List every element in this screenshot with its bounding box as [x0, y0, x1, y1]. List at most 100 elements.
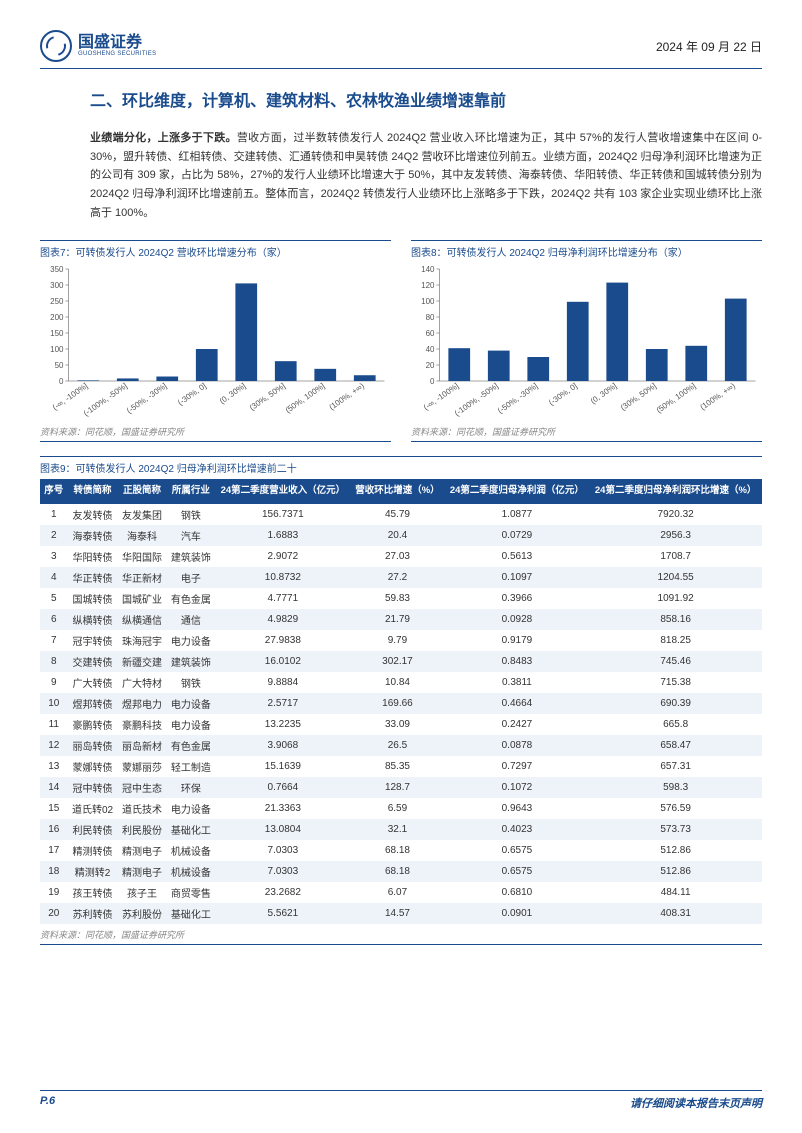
table9-col-4: 24第二季度营业收入（亿元）: [215, 479, 350, 503]
table-cell: 45.79: [350, 504, 444, 525]
table9-source: 资料来源：同花顺，国盛证券研究所: [40, 926, 762, 945]
table-cell: 利民股份: [118, 819, 167, 840]
table9-col-3: 所属行业: [166, 479, 215, 503]
table-cell: 广大转债: [68, 672, 118, 693]
table-cell: 21.3363: [215, 798, 350, 819]
table-row: 9广大转债广大特材钢铁9.888410.840.3811715.38: [40, 672, 762, 693]
table-cell: 华阳国际: [118, 546, 167, 567]
svg-text:0: 0: [59, 377, 64, 386]
table-row: 7冠宇转债珠海冠宇电力设备27.98389.790.9179818.25: [40, 630, 762, 651]
table-row: 18精测转2精测电子机械设备7.030368.180.6575512.86: [40, 861, 762, 882]
table-cell: 0.6575: [445, 861, 590, 882]
table-cell: 丽岛新材: [118, 735, 167, 756]
svg-text:(50%, 100%]: (50%, 100%]: [655, 382, 698, 416]
table-cell: 友发集团: [118, 504, 167, 525]
table-cell: 26.5: [350, 735, 444, 756]
table-cell: 0.1072: [445, 777, 590, 798]
table-cell: 2: [40, 525, 68, 546]
table-cell: 23.2682: [215, 882, 350, 903]
table-cell: 9.8884: [215, 672, 350, 693]
table-cell: 纵横转债: [68, 609, 118, 630]
table-cell: 煜邦转债: [68, 693, 118, 714]
table-cell: 576.59: [589, 798, 762, 819]
table-cell: 16.0102: [215, 651, 350, 672]
table-cell: 电子: [166, 567, 215, 588]
table-cell: 电力设备: [166, 714, 215, 735]
charts-row: 图表7：可转债发行人 2024Q2 营收环比增速分布（家） 0501001502…: [40, 240, 762, 452]
table-cell: 858.16: [589, 609, 762, 630]
table-cell: 169.66: [350, 693, 444, 714]
company-name-cn: 国盛证券: [78, 35, 156, 51]
table-cell: 0.3966: [445, 588, 590, 609]
table-cell: 484.11: [589, 882, 762, 903]
table-cell: 745.46: [589, 651, 762, 672]
report-date: 2024 年 09 月 22 日: [656, 38, 762, 55]
table-row: 3华阳转债华阳国际建筑装饰2.907227.030.56131708.7: [40, 546, 762, 567]
table-cell: 1204.55: [589, 567, 762, 588]
table-cell: 27.03: [350, 546, 444, 567]
table-cell: 冠中生态: [118, 777, 167, 798]
table-cell: 机械设备: [166, 840, 215, 861]
table-cell: 20: [40, 903, 68, 924]
svg-text:100: 100: [421, 297, 435, 306]
table-cell: 7: [40, 630, 68, 651]
table-cell: 国城转债: [68, 588, 118, 609]
chart7-svg: 050100150200250300350(-∞, -100%](-100%, …: [40, 263, 391, 423]
table-cell: 6.59: [350, 798, 444, 819]
table-cell: 轻工制造: [166, 756, 215, 777]
table-cell: 665.8: [589, 714, 762, 735]
table-cell: 1091.92: [589, 588, 762, 609]
table-cell: 新疆交建: [118, 651, 167, 672]
table-cell: 1: [40, 504, 68, 525]
table-cell: 通信: [166, 609, 215, 630]
table-row: 10煜邦转债煜邦电力电力设备2.5717169.660.4664690.39: [40, 693, 762, 714]
table-cell: 4.7771: [215, 588, 350, 609]
table9-col-1: 转债简称: [68, 479, 118, 503]
svg-text:250: 250: [50, 297, 64, 306]
table-cell: 0.0729: [445, 525, 590, 546]
svg-text:(0, 30%]: (0, 30%]: [218, 382, 248, 406]
table-cell: 道氏转02: [68, 798, 118, 819]
table-cell: 豪鹏科技: [118, 714, 167, 735]
table-cell: 598.3: [589, 777, 762, 798]
table-cell: 512.86: [589, 840, 762, 861]
table-cell: 15: [40, 798, 68, 819]
table-cell: 156.7371: [215, 504, 350, 525]
page-number: P.6: [40, 1095, 55, 1111]
table-cell: 孩王转债: [68, 882, 118, 903]
table-cell: 3.9068: [215, 735, 350, 756]
table-cell: 汽车: [166, 525, 215, 546]
table-cell: 0.6810: [445, 882, 590, 903]
table-cell: 0.3811: [445, 672, 590, 693]
table-cell: 基础化工: [166, 903, 215, 924]
table-cell: 钢铁: [166, 672, 215, 693]
table-cell: 7.0303: [215, 840, 350, 861]
svg-text:60: 60: [426, 329, 435, 338]
svg-text:(-30%, 0]: (-30%, 0]: [176, 382, 208, 408]
table-cell: 0.1097: [445, 567, 590, 588]
table-cell: 商贸零售: [166, 882, 215, 903]
svg-text:(100%, +∞): (100%, +∞): [698, 382, 737, 413]
svg-text:150: 150: [50, 329, 64, 338]
table-cell: 有色金属: [166, 588, 215, 609]
table-cell: 华正转债: [68, 567, 118, 588]
table-cell: 道氏技术: [118, 798, 167, 819]
svg-text:0: 0: [430, 377, 435, 386]
table-cell: 302.17: [350, 651, 444, 672]
table-cell: 4: [40, 567, 68, 588]
svg-text:(-∞, -100%]: (-∞, -100%]: [51, 382, 90, 413]
svg-text:140: 140: [421, 265, 435, 274]
body-paragraph: 业绩端分化，上涨多于下跌。营收方面，过半数转债发行人 2024Q2 营业收入环比…: [90, 129, 762, 222]
table-cell: 丽岛转债: [68, 735, 118, 756]
table-cell: 友发转债: [68, 504, 118, 525]
footer-disclaimer: 请仔细阅读本报告末页声明: [630, 1095, 762, 1111]
svg-text:(0, 30%]: (0, 30%]: [589, 382, 619, 406]
svg-text:(30%, 50%]: (30%, 50%]: [248, 382, 287, 413]
table-cell: 建筑装饰: [166, 651, 215, 672]
table-cell: 59.83: [350, 588, 444, 609]
table-cell: 0.4023: [445, 819, 590, 840]
table-cell: 0.0878: [445, 735, 590, 756]
table-cell: 2.5717: [215, 693, 350, 714]
table-cell: 精测转债: [68, 840, 118, 861]
table-cell: 658.47: [589, 735, 762, 756]
